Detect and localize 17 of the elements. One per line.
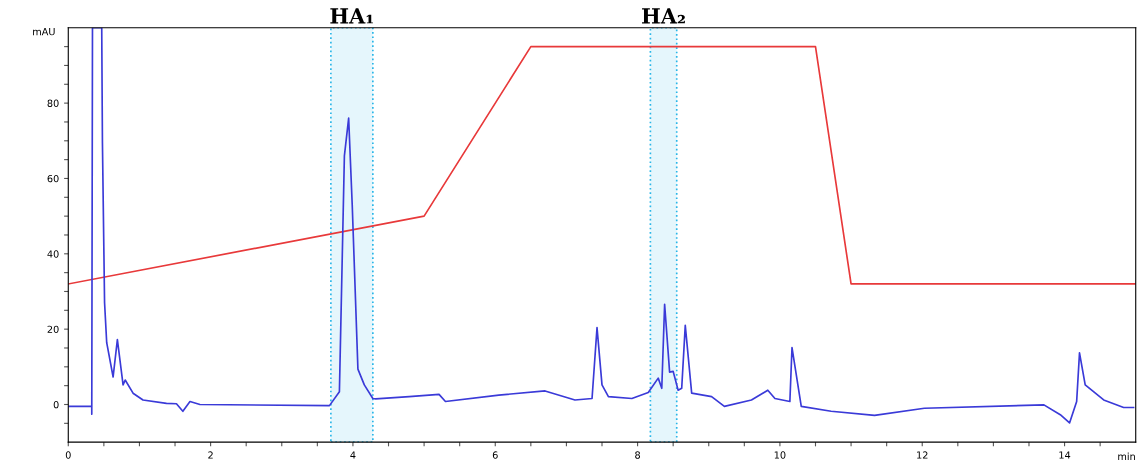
band-label: HA₁	[330, 8, 373, 24]
x-tick-label: 10	[774, 451, 786, 459]
x-axis-title: min	[1118, 452, 1135, 460]
x-tick-label: 0	[65, 451, 71, 459]
y-tick-label: 60	[47, 174, 59, 183]
x-tick-label: 2	[208, 451, 213, 459]
x-tick-label: 4	[350, 451, 356, 459]
x-tick-label: 14	[1059, 451, 1071, 459]
x-tick-label: 8	[635, 451, 641, 459]
y-tick-label: 0	[53, 400, 59, 409]
x-tick-label: 6	[492, 451, 498, 459]
x-tick-label: 12	[917, 451, 928, 459]
y-axis-title: mAU	[33, 28, 55, 36]
y-tick-label: 80	[47, 99, 59, 107]
y-tick-label: 40	[47, 250, 59, 258]
band-label: HA₂	[642, 8, 685, 24]
y-tick-label: 20	[47, 325, 59, 333]
